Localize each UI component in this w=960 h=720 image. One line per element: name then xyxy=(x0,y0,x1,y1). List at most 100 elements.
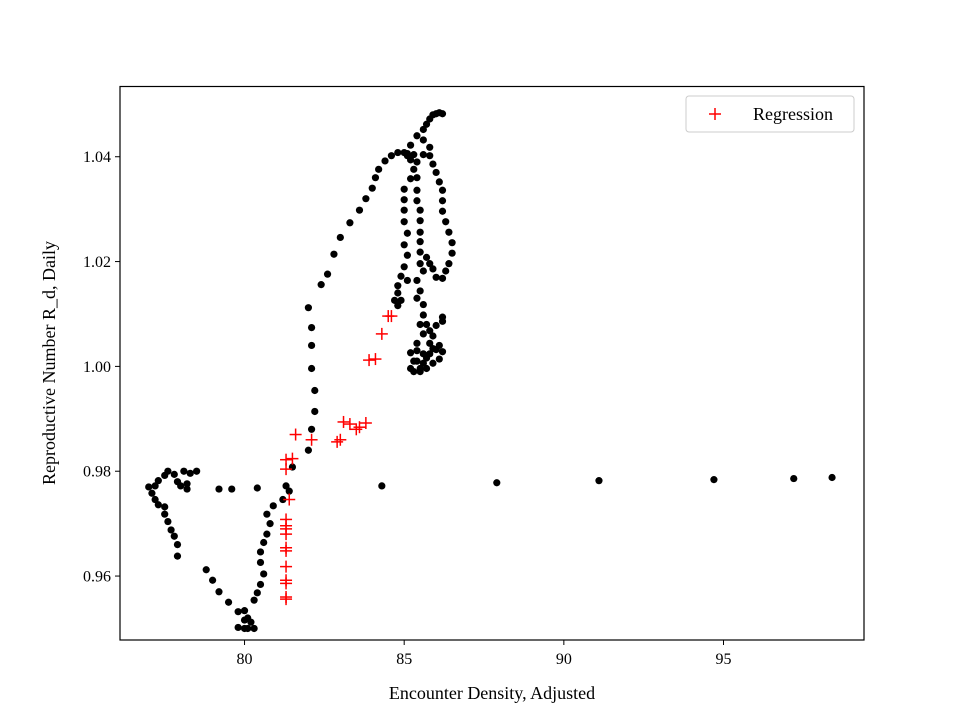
data-point xyxy=(400,218,408,226)
data-point xyxy=(186,469,194,477)
data-point xyxy=(419,267,427,275)
data-point xyxy=(422,320,431,329)
data-point xyxy=(416,260,424,268)
x-axis-ticks: 80 85 90 95 xyxy=(237,640,732,668)
data-point xyxy=(419,136,427,144)
data-point xyxy=(400,185,408,193)
data-point xyxy=(285,487,293,495)
regression-point xyxy=(331,435,344,448)
data-point xyxy=(416,206,424,214)
regression-point xyxy=(353,421,366,434)
data-point xyxy=(413,186,421,194)
data-point xyxy=(429,160,437,168)
data-point xyxy=(419,125,427,134)
data-point xyxy=(429,265,437,273)
data-point xyxy=(307,341,316,350)
data-point xyxy=(394,289,402,297)
data-point xyxy=(435,341,443,350)
y-tick-label: 0.98 xyxy=(83,464,111,481)
data-point xyxy=(416,248,424,256)
data-point xyxy=(375,165,383,173)
data-point xyxy=(304,304,312,312)
data-point xyxy=(790,474,798,483)
regression-point xyxy=(305,433,318,446)
data-point xyxy=(400,241,408,249)
data-point xyxy=(397,272,405,280)
data-point xyxy=(362,195,370,203)
data-point xyxy=(419,330,427,338)
data-point xyxy=(170,470,178,478)
data-point xyxy=(381,157,389,165)
regression-point xyxy=(369,353,382,366)
data-point xyxy=(493,479,501,487)
data-point xyxy=(269,502,277,510)
regression-point xyxy=(359,417,372,430)
data-point xyxy=(413,276,421,285)
data-point xyxy=(403,251,411,259)
data-point xyxy=(371,174,380,182)
x-axis-label: Encounter Density, Adjusted xyxy=(389,683,595,703)
data-point xyxy=(438,207,447,215)
data-point xyxy=(432,321,440,330)
data-point xyxy=(244,624,252,633)
regression-point xyxy=(350,423,363,436)
regression-point xyxy=(280,541,293,554)
data-point xyxy=(435,355,443,363)
data-point xyxy=(346,219,354,227)
y-axis-ticks: 0.96 0.98 1.00 1.02 1.04 xyxy=(83,149,120,586)
data-point xyxy=(263,530,271,538)
data-point xyxy=(209,576,217,584)
data-point xyxy=(173,552,182,560)
y-tick-label: 1.00 xyxy=(83,359,111,376)
data-point xyxy=(416,228,424,236)
data-point xyxy=(161,510,169,518)
data-point xyxy=(416,368,424,376)
data-point xyxy=(394,301,402,310)
data-point xyxy=(260,570,268,578)
data-point xyxy=(429,332,437,340)
data-point xyxy=(307,425,316,433)
data-point xyxy=(355,206,364,214)
data-point xyxy=(426,143,434,151)
data-point xyxy=(445,260,453,268)
data-point xyxy=(234,608,242,616)
data-point xyxy=(426,350,434,358)
y-tick-label: 1.04 xyxy=(83,149,111,166)
data-point xyxy=(442,218,450,226)
data-point xyxy=(419,359,427,367)
data-marks xyxy=(145,109,836,633)
data-point xyxy=(432,168,440,177)
data-point xyxy=(250,596,258,604)
data-point xyxy=(438,348,447,356)
data-point xyxy=(448,239,456,247)
data-point xyxy=(183,480,191,488)
data-point xyxy=(413,197,421,205)
data-point xyxy=(167,526,175,534)
regression-point xyxy=(280,574,293,587)
data-point xyxy=(234,623,242,632)
data-point xyxy=(256,580,265,589)
data-point xyxy=(279,495,287,504)
data-point xyxy=(406,349,415,357)
data-point xyxy=(419,350,427,358)
data-point xyxy=(422,120,431,128)
regression-point xyxy=(337,415,350,428)
data-point xyxy=(215,485,223,493)
regression-point xyxy=(343,418,356,431)
data-point xyxy=(438,313,447,321)
data-point xyxy=(330,250,338,258)
data-point xyxy=(266,520,274,528)
data-point xyxy=(215,588,223,596)
regression-point xyxy=(280,560,293,573)
data-point xyxy=(438,274,447,282)
data-point xyxy=(247,618,255,626)
data-point xyxy=(426,339,434,347)
data-point xyxy=(413,132,421,140)
data-point xyxy=(397,296,405,304)
x-tick-label: 95 xyxy=(716,651,732,668)
data-point xyxy=(311,386,319,395)
data-point xyxy=(202,566,210,574)
regression-point xyxy=(286,452,299,465)
regression-point xyxy=(280,513,293,526)
data-point xyxy=(161,503,169,511)
